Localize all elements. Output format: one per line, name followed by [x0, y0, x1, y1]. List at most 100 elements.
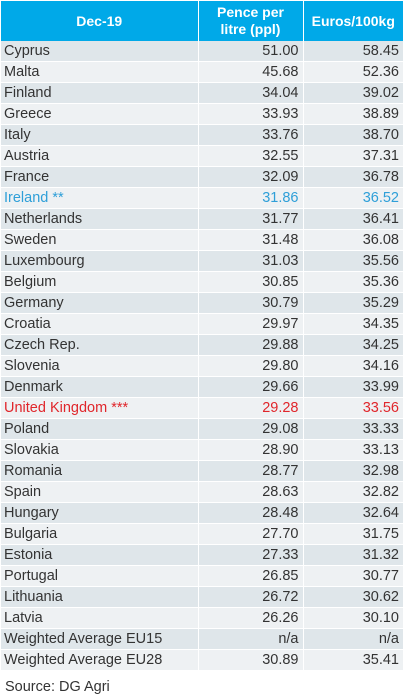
euros-per-100kg-cell: 33.99: [303, 376, 403, 398]
pence-per-litre-cell: 31.86: [198, 187, 304, 209]
country-cell: Sweden: [1, 229, 199, 251]
euros-per-100kg-cell: 52.36: [303, 61, 403, 83]
pence-per-litre-cell: 30.79: [198, 292, 304, 314]
table-row: Malta 45.68 52.36: [1, 61, 403, 83]
euros-per-100kg-cell: 35.29: [303, 292, 403, 314]
country-cell: Estonia: [1, 544, 199, 566]
table-row: Portugal 26.85 30.77: [1, 565, 403, 587]
pence-per-litre-cell: 31.03: [198, 250, 304, 272]
country-cell: Italy: [1, 124, 199, 146]
pence-per-litre-cell: 34.04: [198, 82, 304, 104]
table-row: Slovakia 28.90 33.13: [1, 439, 403, 461]
country-cell: Portugal: [1, 565, 199, 587]
source-note: Source: DG Agri: [5, 679, 110, 695]
euros-per-100kg-cell: 33.13: [303, 439, 403, 461]
table-row: Latvia 26.26 30.10: [1, 607, 403, 629]
pence-per-litre-cell: 29.97: [198, 313, 304, 335]
table-row: Romania 28.77 32.98: [1, 460, 403, 482]
euros-per-100kg-cell: 32.64: [303, 502, 403, 524]
pence-per-litre-cell: 45.68: [198, 61, 304, 83]
header-row: Dec-19 Pence per litre (ppl) Euros/100kg: [1, 1, 403, 41]
euros-per-100kg-cell: 39.02: [303, 82, 403, 104]
pence-per-litre-cell: 30.89: [198, 649, 304, 671]
table-row: Germany 30.79 35.29: [1, 292, 403, 314]
pence-per-litre-cell: 28.77: [198, 460, 304, 482]
table-row: Belgium 30.85 35.36: [1, 271, 403, 293]
table-row: France 32.09 36.78: [1, 166, 403, 188]
table-body: Cyprus 51.00 58.45 Malta 45.68 52.36 Finland 34…: [1, 41, 403, 671]
table-row: Finland 34.04 39.02: [1, 82, 403, 104]
country-cell: Greece: [1, 103, 199, 125]
country-cell: Belgium: [1, 271, 199, 293]
euros-per-100kg-cell: 34.35: [303, 313, 403, 335]
table-row: Poland 29.08 33.33: [1, 418, 403, 440]
table-header: Dec-19 Pence per litre (ppl) Euros/100kg: [1, 1, 403, 41]
pence-per-litre-cell: 26.85: [198, 565, 304, 587]
euros-per-100kg-cell: 31.75: [303, 523, 403, 545]
euros-per-100kg-cell: 33.56: [303, 397, 403, 419]
table-row: Austria 32.55 37.31: [1, 145, 403, 167]
pence-per-litre-cell: 26.72: [198, 586, 304, 608]
euros-per-100kg-cell: 30.62: [303, 586, 403, 608]
euros-per-100kg-cell: 30.10: [303, 607, 403, 629]
country-cell: Denmark: [1, 376, 199, 398]
country-cell: Germany: [1, 292, 199, 314]
country-cell: Czech Rep.: [1, 334, 199, 356]
euros-per-100kg-cell: 36.41: [303, 208, 403, 230]
euros-per-100kg-cell: 38.89: [303, 103, 403, 125]
country-cell: Hungary: [1, 502, 199, 524]
pence-per-litre-cell: 51.00: [198, 41, 304, 62]
table-row: Croatia 29.97 34.35: [1, 313, 403, 335]
table-row: Czech Rep. 29.88 34.25: [1, 334, 403, 356]
table-row: United Kingdom *** 29.28 33.56: [1, 397, 403, 419]
euros-per-100kg-cell: 36.52: [303, 187, 403, 209]
country-cell: Weighted Average EU15: [1, 628, 199, 650]
country-cell: Croatia: [1, 313, 199, 335]
euros-per-100kg-cell: 38.70: [303, 124, 403, 146]
euros-per-100kg-cell: 35.56: [303, 250, 403, 272]
pence-per-litre-cell: 29.80: [198, 355, 304, 377]
country-cell: France: [1, 166, 199, 188]
euros-per-100kg-cell: 30.77: [303, 565, 403, 587]
table-row: Bulgaria 27.70 31.75: [1, 523, 403, 545]
pence-per-litre-cell: 28.90: [198, 439, 304, 461]
pence-per-litre-cell: 32.55: [198, 145, 304, 167]
country-cell: Luxembourg: [1, 250, 199, 272]
country-cell: Slovenia: [1, 355, 199, 377]
pence-per-litre-cell: 28.63: [198, 481, 304, 503]
header-pence-line1: Pence per: [217, 4, 284, 20]
euros-per-100kg-cell: n/a: [303, 628, 403, 650]
table-row: Slovenia 29.80 34.16: [1, 355, 403, 377]
country-cell: Slovakia: [1, 439, 199, 461]
pence-per-litre-cell: 29.66: [198, 376, 304, 398]
euros-per-100kg-cell: 58.45: [303, 41, 403, 62]
pence-per-litre-cell: 33.93: [198, 103, 304, 125]
pence-per-litre-cell: 26.26: [198, 607, 304, 629]
pence-per-litre-cell: 27.33: [198, 544, 304, 566]
country-cell: Netherlands: [1, 208, 199, 230]
euros-per-100kg-cell: 32.82: [303, 481, 403, 503]
header-euros-per-100kg: Euros/100kg: [303, 1, 403, 41]
country-cell: Lithuania: [1, 586, 199, 608]
pence-per-litre-cell: 32.09: [198, 166, 304, 188]
pence-per-litre-cell: 28.48: [198, 502, 304, 524]
table-row: Weighted Average EU15 n/a n/a: [1, 628, 403, 650]
header-pence-line2: litre (ppl): [220, 21, 281, 37]
country-cell: Bulgaria: [1, 523, 199, 545]
table-row: Greece 33.93 38.89: [1, 103, 403, 125]
country-cell: Romania: [1, 460, 199, 482]
euros-per-100kg-cell: 36.08: [303, 229, 403, 251]
country-cell: Austria: [1, 145, 199, 167]
country-cell: Ireland **: [1, 187, 199, 209]
euros-per-100kg-cell: 36.78: [303, 166, 403, 188]
pence-per-litre-cell: 31.77: [198, 208, 304, 230]
table-row: Spain 28.63 32.82: [1, 481, 403, 503]
pence-per-litre-cell: 27.70: [198, 523, 304, 545]
pence-per-litre-cell: 31.48: [198, 229, 304, 251]
euros-per-100kg-cell: 37.31: [303, 145, 403, 167]
euros-per-100kg-cell: 31.32: [303, 544, 403, 566]
country-cell: Weighted Average EU28: [1, 649, 199, 671]
table-row: Estonia 27.33 31.32: [1, 544, 403, 566]
euros-per-100kg-cell: 34.25: [303, 334, 403, 356]
milk-price-table: Dec-19 Pence per litre (ppl) Euros/100kg…: [1, 1, 403, 671]
